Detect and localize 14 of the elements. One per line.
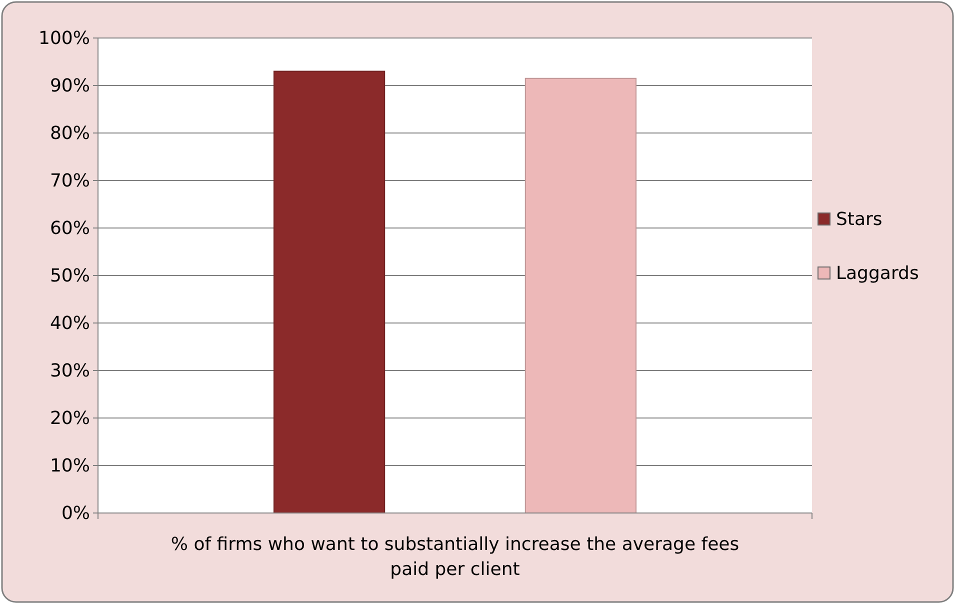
y-tick-label: 100%	[38, 28, 90, 49]
x-tick-label: % of firms who want to substantially increase the average fees paid per client	[170, 534, 740, 580]
legend-label: Laggards	[836, 263, 919, 284]
y-tick-label: 70%	[50, 170, 90, 192]
y-tick-label: 50%	[50, 265, 90, 286]
y-tick-label: 20%	[50, 408, 90, 429]
y-tick-label: 80%	[50, 122, 90, 144]
y-tick-label: 30%	[50, 360, 90, 382]
y-tick-label: 10%	[50, 455, 90, 476]
y-tick-label: 60%	[50, 218, 90, 239]
y-tick-label: 40%	[50, 312, 90, 334]
y-tick-label: 0%	[61, 502, 90, 524]
legend-label: Stars	[836, 209, 882, 230]
y-tick-label: 90%	[50, 75, 90, 96]
